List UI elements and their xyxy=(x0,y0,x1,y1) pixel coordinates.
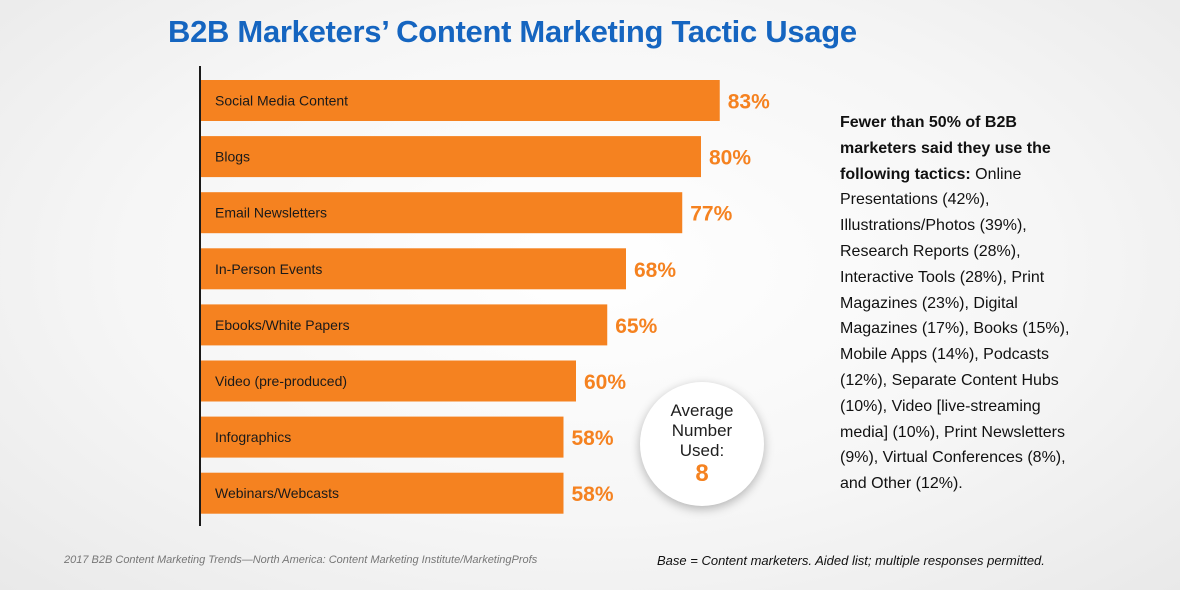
bar-category-label: In-Person Events xyxy=(215,261,322,277)
base-note: Base = Content marketers. Aided list; mu… xyxy=(657,553,1045,568)
bar xyxy=(201,304,608,346)
bar-category-label: Video (pre-produced) xyxy=(215,373,347,389)
side-note-heading: Fewer than 50% of B2B marketers said the… xyxy=(840,114,1051,183)
bar-value-label: 68% xyxy=(634,259,676,282)
bar-value-label: 83% xyxy=(728,91,770,114)
source-note: 2017 B2B Content Marketing Trends—North … xyxy=(64,554,538,566)
badge-value: 8 xyxy=(695,460,709,487)
side-note-body: Online Presentations (42%), Illustration… xyxy=(840,165,1070,493)
badge-label: Average Number Used: xyxy=(670,401,734,460)
bars-group: Social Media Content 83% Blogs 80% Email New… xyxy=(201,80,770,514)
bar-category-label: Ebooks/White Papers xyxy=(215,317,350,333)
bar xyxy=(201,136,701,178)
bar-chart: Social Media Content 83% Blogs 80% Email New… xyxy=(199,66,770,526)
bar-value-label: 58% xyxy=(572,483,614,506)
bar-category-label: Webinars/Webcasts xyxy=(215,485,339,501)
bar xyxy=(201,248,626,290)
bar xyxy=(201,360,576,402)
chart-title: B2B Marketers’ Content Marketing Tactic … xyxy=(168,14,857,49)
average-number-badge: Average Number Used: 8 xyxy=(640,382,764,506)
bar xyxy=(201,192,683,234)
side-note: Fewer than 50% of B2B marketers said the… xyxy=(840,110,1080,497)
bar-category-label: Email Newsletters xyxy=(215,205,327,221)
bar xyxy=(201,416,564,458)
bar-value-label: 80% xyxy=(709,147,751,170)
bar-value-label: 58% xyxy=(572,427,614,450)
bar-value-label: 60% xyxy=(584,371,626,394)
bar-category-label: Social Media Content xyxy=(215,93,348,109)
bar xyxy=(201,472,564,514)
bar-category-label: Blogs xyxy=(215,149,250,165)
bar-value-label: 65% xyxy=(615,315,657,338)
bar-value-label: 77% xyxy=(690,203,732,226)
bar xyxy=(201,80,720,121)
bar-category-label: Infographics xyxy=(215,429,291,445)
